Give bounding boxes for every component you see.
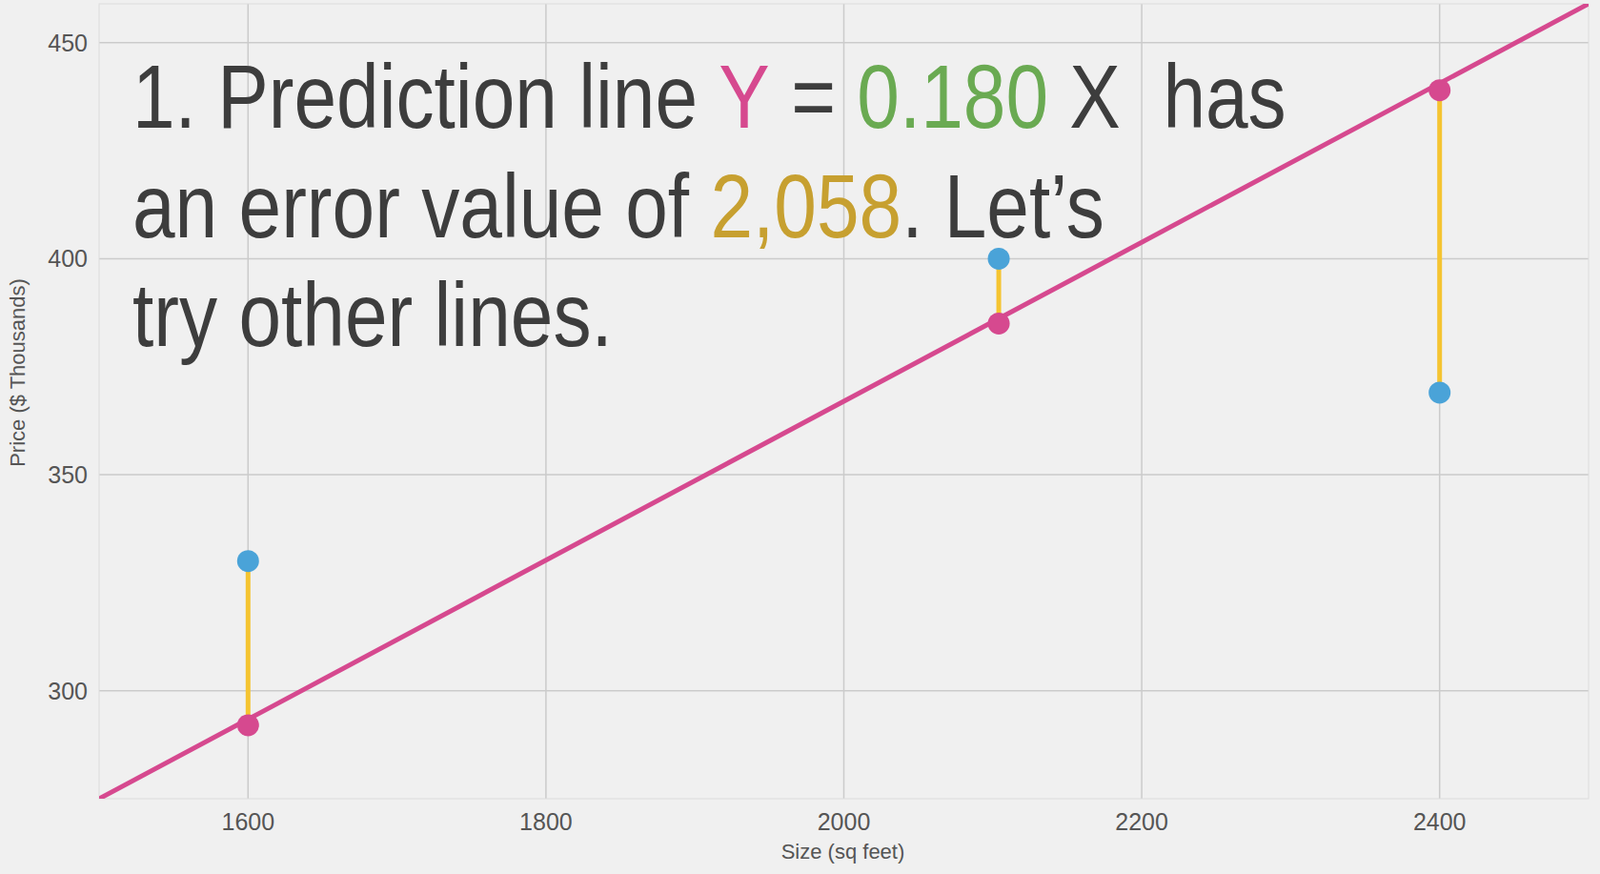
x-tick-label: 2200 [1114, 808, 1169, 835]
annotation-text: . Let’s [901, 156, 1105, 257]
annotation: 1. Prediction line Y = 0.180 X hasan err… [132, 46, 1287, 365]
predicted-point [237, 713, 260, 736]
annotation-line: an error value of 2,058. Let’s [132, 156, 1105, 257]
predicted-point [988, 312, 1011, 335]
background [0, 0, 1600, 874]
y-grid-line [99, 689, 1589, 692]
x-tick-label: 1600 [221, 808, 275, 835]
annotation-text: 1. Prediction line [132, 46, 719, 147]
chart: 1600 1800 2000 2200 2400 300 350 400 450 Size (sq… [0, 0, 1600, 874]
y-grid-line [99, 258, 1589, 261]
x-tick-label: 1800 [519, 808, 573, 835]
predicted-point [1428, 79, 1451, 102]
plot-frame [99, 3, 1589, 799]
error-segment [245, 561, 251, 726]
x-tick-label: 2400 [1413, 808, 1467, 835]
grid [99, 3, 1589, 799]
annotation-text: 2,058 [709, 156, 902, 257]
x-axis-title: Size (sq feet) [781, 839, 906, 864]
annotation-line: try other lines. [132, 264, 613, 365]
y-tick-label: 350 [47, 461, 88, 488]
y-tick-label: 450 [47, 29, 88, 57]
error-segment [1437, 90, 1442, 393]
annotation-line: 1. Prediction line Y = 0.180 X has [132, 46, 1287, 147]
actual-point [237, 549, 260, 572]
plot-area [99, 3, 1589, 799]
y-tick-label: 300 [47, 677, 88, 705]
prediction-line [99, 3, 1589, 799]
y-grid-line [99, 473, 1589, 476]
y-tick-label: 400 [47, 244, 88, 272]
annotation-text: = [769, 46, 857, 147]
actual-point [1428, 381, 1451, 404]
x-tick-label: 2000 [817, 808, 871, 835]
annotation-text: an error value of [132, 156, 710, 257]
annotation-text: 0.180 [856, 46, 1049, 147]
annotation-text: Y [718, 46, 770, 147]
annotation-text: X has [1048, 46, 1287, 147]
y-axis-title: Price ($ Thousands) [5, 278, 30, 467]
y-grid-line [99, 41, 1589, 44]
annotation-text: try other lines. [132, 264, 613, 365]
